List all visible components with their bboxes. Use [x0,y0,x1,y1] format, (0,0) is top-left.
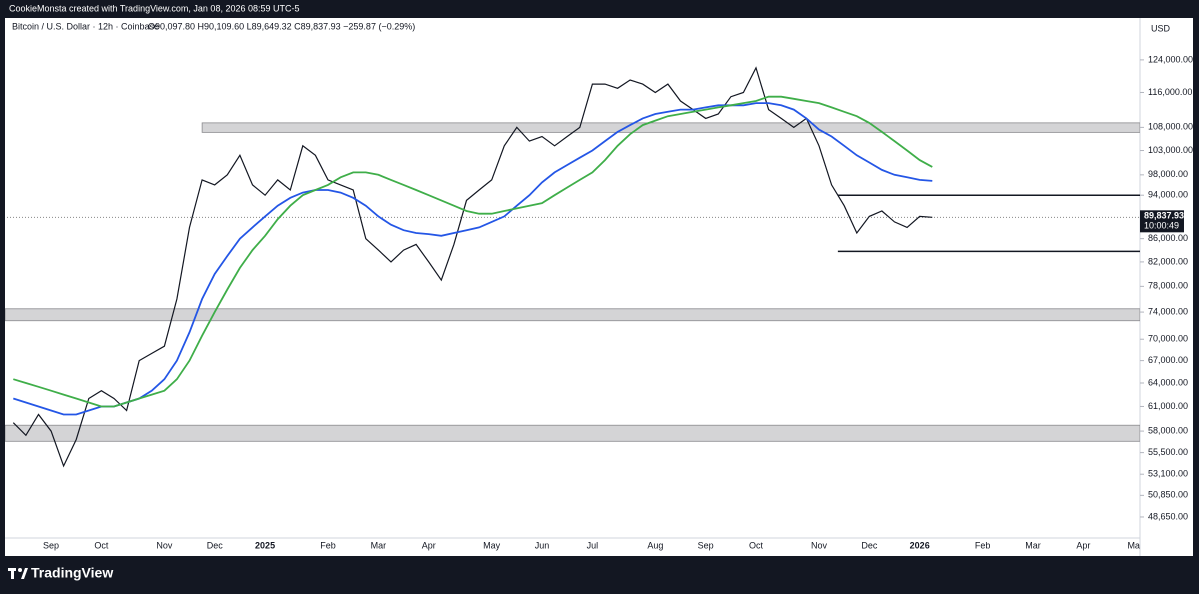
x-tick-label: Sep [698,540,714,550]
moving-average [13,95,933,408]
time-axis: Sep Oct Nov Dec 2025 Feb Mar Apr May Jun Jul Aug Sep… [43,540,1140,550]
x-tick-label: Oct [749,540,764,550]
y-tick-label: 64,000.00 [1148,377,1188,387]
countdown: 10:00:49 [1144,221,1179,231]
y-tick-label: 108,000.00 [1148,122,1193,132]
x-tick-label: Dec [207,540,224,550]
y-tick-label: 94,000.00 [1148,190,1188,200]
x-tick-label: Nov [156,540,173,550]
symbol: Bitcoin / U.S. Dollar · 12h · Coinbase [12,21,159,31]
x-tick-label: May [483,540,501,550]
y-tick-label: 67,000.00 [1148,355,1188,365]
brand: TradingView [31,565,113,581]
x-tick-label: Jul [587,540,599,550]
ohlc: O90,097.80 H90,109.60 L89,649.32 C89,837… [148,21,415,31]
y-tick-label: 98,000.00 [1148,169,1188,179]
plot [5,66,1140,468]
price-axis: 124,000.00 116,000.00 108,000.00 103,000.00… [1140,54,1193,521]
y-tick-label: 78,000.00 [1148,281,1188,291]
y-tick-label: 61,000.00 [1148,401,1188,411]
y-tick-label: 53,100.00 [1148,469,1188,479]
y-tick-label: 55,500.00 [1148,447,1188,457]
currency: USD [1151,23,1171,33]
price-line [12,66,933,468]
x-tick-label: Apr [422,540,436,550]
x-tick-label: Feb [975,540,991,550]
zone [201,122,1140,133]
y-tick-label: 103,000.00 [1148,145,1193,155]
x-tick-label: Aug [647,540,663,550]
y-tick-label: 86,000.00 [1148,233,1188,243]
x-tick-label: Mar [1025,540,1041,550]
logo [8,568,28,579]
x-tick-label: Dec [861,540,878,550]
y-tick-label: 50,850.00 [1148,490,1188,500]
y-tick-label: 74,000.00 [1148,306,1188,316]
zone [5,308,1140,322]
x-tick-label: Mar [371,540,387,550]
y-tick-label: 116,000.00 [1148,87,1192,97]
x-tick-label: Sep [43,540,59,550]
y-tick-label: 58,000.00 [1148,425,1188,435]
panel [5,18,1193,556]
moving-average [13,102,933,416]
x-tick-label: Feb [320,540,336,550]
x-tick-label: Nov [811,540,828,550]
credit: CookieMonsta created with TradingView.co… [9,3,300,13]
y-tick-label: 124,000.00 [1148,54,1193,64]
y-tick-label: 48,650.00 [1148,511,1188,521]
y-tick-label: 82,000.00 [1148,256,1188,266]
x-tick-label: Ma [1127,540,1140,550]
y-tick-label: 70,000.00 [1148,334,1188,344]
price-tag [1140,210,1184,233]
x-tick-label: Jun [535,540,550,550]
zone [5,424,1140,442]
x-tick-label: 2025 [255,540,275,550]
x-tick-label: 2026 [910,540,930,550]
x-tick-label: Oct [94,540,109,550]
x-tick-label: Apr [1076,540,1090,550]
price-tag-label: 89,837.93 [1144,211,1184,221]
